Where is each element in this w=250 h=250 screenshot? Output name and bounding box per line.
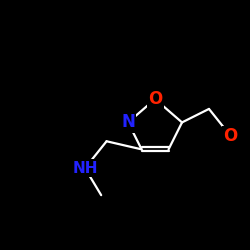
Text: O: O	[224, 127, 238, 145]
Text: O: O	[148, 90, 162, 108]
Text: N: N	[121, 114, 135, 132]
Text: NH: NH	[72, 161, 98, 176]
